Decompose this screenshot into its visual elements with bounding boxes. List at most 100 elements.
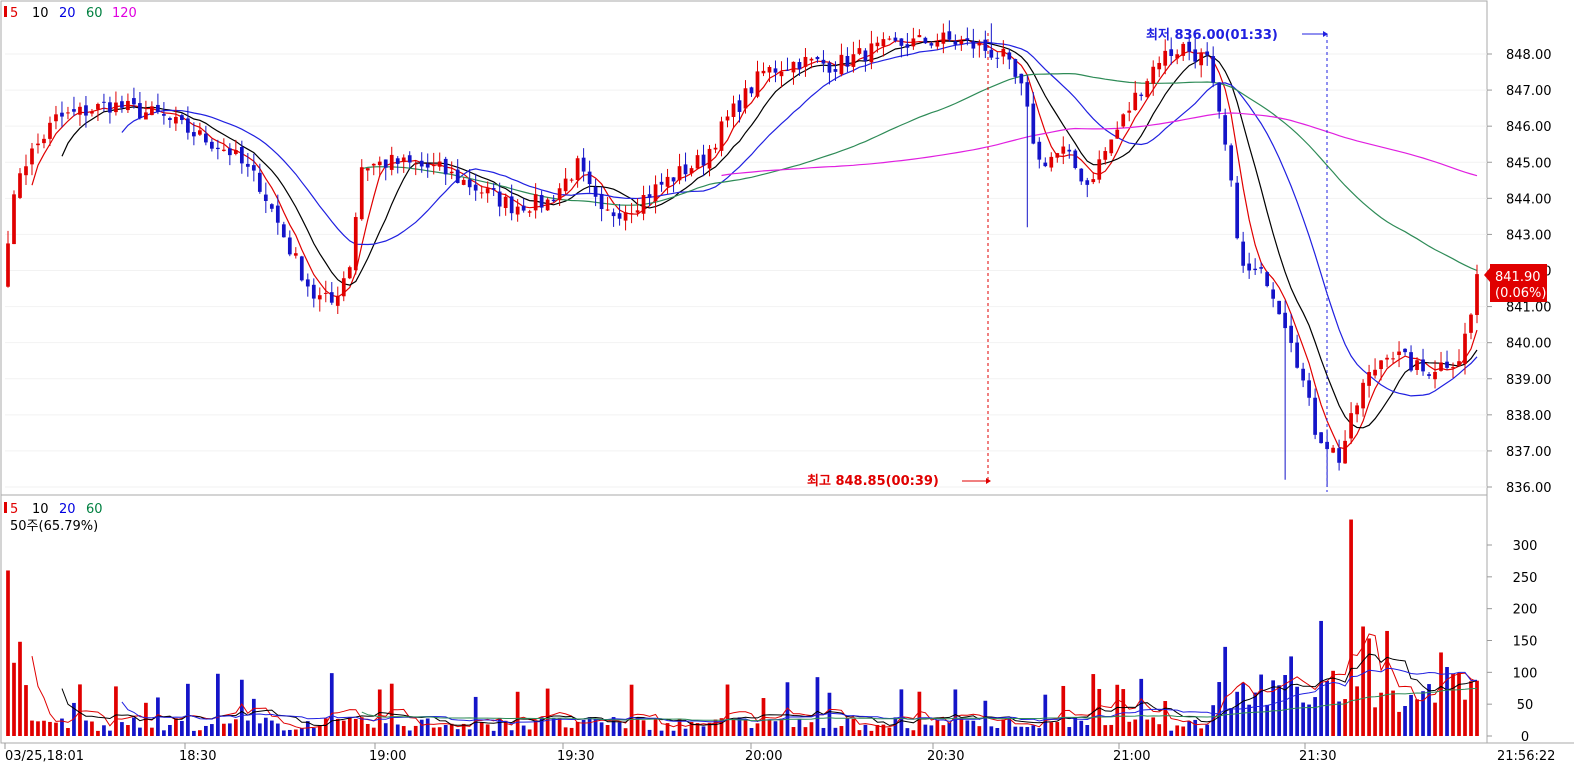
candle-body: [239, 147, 244, 164]
volume-bar: [977, 726, 982, 736]
candle-body: [1367, 371, 1371, 386]
candle-body: [707, 148, 712, 169]
candle-body: [269, 204, 274, 209]
volume-bar: [383, 723, 388, 736]
candle-body: [1019, 73, 1024, 84]
candle-body: [221, 149, 226, 151]
volume-bar: [1289, 656, 1293, 736]
candle-body: [395, 158, 400, 164]
candle-body: [54, 114, 58, 122]
candle-body: [827, 62, 832, 73]
volume-bar: [1037, 728, 1042, 736]
volume-bar: [689, 722, 694, 736]
candle-body: [18, 173, 22, 198]
x-end-time: 21:56:22: [1497, 749, 1555, 764]
time-tick-label: 03/25,18:01: [5, 749, 84, 764]
candle-body: [287, 237, 292, 255]
legend-vma20: 20: [59, 502, 76, 517]
current-price: 841.90: [1495, 270, 1541, 285]
candle-body: [1415, 360, 1419, 370]
candle-body: [6, 243, 10, 287]
volume-bar: [437, 727, 442, 736]
volume-bar: [1373, 707, 1377, 736]
candle-body: [156, 104, 160, 112]
candle-body: [1319, 432, 1323, 444]
ma5-line: [31, 38, 1478, 450]
candle-body: [581, 157, 586, 172]
candle-body: [821, 59, 826, 64]
vma10-line: [61, 653, 1478, 726]
volume-bar: [1265, 704, 1270, 736]
volume-bar: [611, 717, 616, 736]
candle-body: [1175, 54, 1180, 59]
candle-body: [78, 106, 82, 115]
candle-body: [168, 118, 172, 120]
volume-bar: [1139, 678, 1144, 736]
volume-bar: [947, 722, 952, 736]
candle-body: [953, 41, 958, 45]
price-moving-averages: [31, 38, 1478, 450]
volume-bar: [180, 720, 184, 736]
volume-bar: [192, 730, 196, 736]
volume-bar: [1127, 721, 1132, 736]
volume-bar: [275, 723, 280, 736]
candle-body: [1307, 380, 1311, 398]
candle-body: [1283, 312, 1287, 329]
candle-body: [713, 147, 718, 150]
candle-body: [24, 166, 28, 176]
volume-bar: [527, 729, 532, 736]
time-tick-label: 21:30: [1299, 749, 1336, 764]
volume-bar: [911, 730, 916, 736]
candle-body: [923, 37, 928, 44]
time-tick-label: 19:30: [557, 749, 594, 764]
candle-body: [701, 154, 706, 166]
volume-bar: [1133, 719, 1138, 736]
volume-bar: [635, 718, 640, 736]
volume-bar: [48, 721, 52, 736]
volume-bar: [497, 718, 502, 736]
volume-bar: [1229, 707, 1234, 736]
volume-bar: [755, 723, 760, 736]
ma120-line: [721, 112, 1478, 177]
candle-body: [755, 71, 760, 97]
candle-body: [1073, 150, 1078, 168]
volume-bar: [971, 720, 976, 736]
candle-body: [1355, 405, 1359, 415]
candle-body: [1331, 447, 1335, 453]
volume-bar: [605, 724, 610, 736]
legend-ma20: 20: [59, 6, 76, 21]
candle-body: [485, 188, 490, 194]
candle-body: [1223, 115, 1228, 145]
volume-bar: [353, 718, 358, 736]
volume-bar: [905, 728, 910, 736]
candle-body: [557, 188, 562, 201]
candle-body: [186, 118, 190, 133]
legend-vma10: 10: [32, 502, 49, 517]
volume-bar: [875, 724, 880, 736]
volume-bar: [929, 725, 934, 736]
candle-body: [593, 186, 598, 197]
candle-body: [1343, 440, 1347, 464]
volume-bar: [431, 727, 436, 736]
volume-bar: [419, 719, 424, 736]
price-tick-label: 845.00: [1506, 156, 1552, 171]
volume-bar: [467, 729, 472, 736]
volume-bar: [102, 725, 106, 736]
candle-body: [204, 133, 208, 143]
volume-bar: [24, 685, 28, 736]
candle-body: [869, 43, 874, 63]
candle-body: [1451, 367, 1455, 369]
volume-bar: [1013, 726, 1018, 736]
volume-bar: [965, 720, 970, 736]
candle-body: [1157, 62, 1162, 70]
volume-bar: [899, 689, 904, 736]
candle-body: [1349, 413, 1353, 439]
time-tick-label: 20:00: [745, 749, 782, 764]
candle-body: [929, 43, 934, 46]
volume-bar: [935, 719, 940, 736]
candle-body: [1403, 348, 1407, 353]
volume-bar: [425, 718, 430, 736]
current-change: (0.06%): [1495, 286, 1546, 301]
candle-body: [1361, 382, 1365, 409]
